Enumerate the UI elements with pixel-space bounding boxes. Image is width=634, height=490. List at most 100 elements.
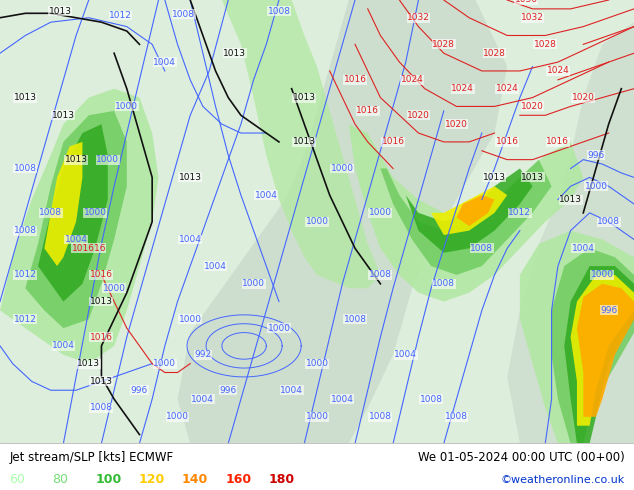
Text: 1004: 1004 xyxy=(280,386,303,395)
Text: 1016: 1016 xyxy=(356,106,379,115)
Text: 1004: 1004 xyxy=(255,191,278,199)
Text: 1004: 1004 xyxy=(572,244,595,253)
Text: 1024: 1024 xyxy=(496,84,519,93)
Text: 1013: 1013 xyxy=(52,111,75,120)
Text: 1008: 1008 xyxy=(432,279,455,288)
Text: 1020: 1020 xyxy=(521,102,544,111)
Text: 160: 160 xyxy=(225,473,251,486)
Text: 1024: 1024 xyxy=(401,75,424,84)
Text: 120: 120 xyxy=(139,473,165,486)
Text: 1024: 1024 xyxy=(547,67,569,75)
Polygon shape xyxy=(38,124,108,301)
Text: ©weatheronline.co.uk: ©weatheronline.co.uk xyxy=(500,475,624,485)
Text: 1013: 1013 xyxy=(483,173,506,182)
Text: 996: 996 xyxy=(587,151,605,160)
Text: 80: 80 xyxy=(53,473,68,486)
Text: 1008: 1008 xyxy=(445,413,468,421)
Text: 1013: 1013 xyxy=(293,137,316,147)
Polygon shape xyxy=(571,275,634,426)
Text: We 01-05-2024 00:00 UTC (00+00): We 01-05-2024 00:00 UTC (00+00) xyxy=(418,451,624,464)
Text: 1016: 1016 xyxy=(90,270,113,279)
Text: 1028: 1028 xyxy=(534,40,557,49)
Text: 1020: 1020 xyxy=(572,93,595,102)
Text: 1020: 1020 xyxy=(445,120,468,129)
Text: 1013: 1013 xyxy=(90,297,113,306)
Text: 1004: 1004 xyxy=(204,262,227,270)
Polygon shape xyxy=(577,284,634,417)
Text: 1000: 1000 xyxy=(103,284,126,293)
Text: 1016: 1016 xyxy=(547,137,569,147)
Text: 60: 60 xyxy=(10,473,25,486)
Polygon shape xyxy=(431,186,507,235)
Text: 1013: 1013 xyxy=(77,359,100,368)
Text: 1000: 1000 xyxy=(306,359,328,368)
Text: 100: 100 xyxy=(96,473,122,486)
Text: 1008: 1008 xyxy=(14,164,37,173)
Text: 1028: 1028 xyxy=(483,49,506,58)
Text: 1008: 1008 xyxy=(597,217,620,226)
Polygon shape xyxy=(222,0,380,288)
Text: 1013: 1013 xyxy=(179,173,202,182)
Text: 1004: 1004 xyxy=(191,394,214,404)
Text: 1004: 1004 xyxy=(394,350,417,359)
Text: 1000: 1000 xyxy=(369,208,392,218)
Text: 1008: 1008 xyxy=(39,208,62,218)
Text: 1024: 1024 xyxy=(451,84,474,93)
Text: 1016: 1016 xyxy=(496,137,519,147)
Text: 1013: 1013 xyxy=(65,155,87,164)
Text: 180: 180 xyxy=(268,473,294,486)
Text: 1000: 1000 xyxy=(84,208,107,218)
Polygon shape xyxy=(44,142,82,266)
Text: 1008: 1008 xyxy=(369,413,392,421)
Text: 1008: 1008 xyxy=(420,394,443,404)
Polygon shape xyxy=(520,231,634,443)
Text: 1032: 1032 xyxy=(407,13,430,22)
Text: 1028: 1028 xyxy=(432,40,455,49)
Text: 1008: 1008 xyxy=(470,244,493,253)
Text: 1012: 1012 xyxy=(109,11,132,20)
Polygon shape xyxy=(406,169,533,253)
Text: 1008: 1008 xyxy=(344,315,366,324)
Text: 1000: 1000 xyxy=(179,315,202,324)
Polygon shape xyxy=(380,160,552,275)
Polygon shape xyxy=(178,0,507,443)
Text: 1013: 1013 xyxy=(14,93,37,102)
Text: 1000: 1000 xyxy=(115,102,138,111)
Text: 1000: 1000 xyxy=(153,359,176,368)
Text: 1012: 1012 xyxy=(14,270,37,279)
Polygon shape xyxy=(349,124,583,301)
Text: 1004: 1004 xyxy=(179,235,202,244)
Text: Jet stream/SLP [kts] ECMWF: Jet stream/SLP [kts] ECMWF xyxy=(10,451,174,464)
Text: 1008: 1008 xyxy=(172,10,195,19)
Text: 1000: 1000 xyxy=(331,164,354,173)
Text: 1012: 1012 xyxy=(508,208,531,218)
Text: 1016: 1016 xyxy=(344,75,366,84)
Text: 1013: 1013 xyxy=(49,6,72,16)
Text: 1000: 1000 xyxy=(166,413,189,421)
Text: 1013: 1013 xyxy=(559,195,582,204)
Text: 1012: 1012 xyxy=(14,315,37,324)
Text: 1000: 1000 xyxy=(591,270,614,279)
Text: 1000: 1000 xyxy=(268,324,290,333)
Text: 1016: 1016 xyxy=(90,333,113,342)
Text: 996: 996 xyxy=(219,386,237,395)
Polygon shape xyxy=(507,22,634,443)
Text: 1000: 1000 xyxy=(585,182,607,191)
Text: 1008: 1008 xyxy=(14,226,37,235)
Text: 1016: 1016 xyxy=(382,137,404,147)
Text: 1013: 1013 xyxy=(223,49,246,58)
Text: 1013: 1013 xyxy=(521,173,544,182)
Text: 1013: 1013 xyxy=(293,93,316,102)
Text: 1000: 1000 xyxy=(96,155,119,164)
Text: 1004: 1004 xyxy=(331,394,354,404)
Text: 992: 992 xyxy=(194,350,212,359)
Text: 1008: 1008 xyxy=(268,6,290,16)
Polygon shape xyxy=(552,248,634,443)
Text: 101616: 101616 xyxy=(72,244,106,253)
Text: 1036: 1036 xyxy=(515,0,538,4)
Text: 1000: 1000 xyxy=(306,217,328,226)
Text: 1000: 1000 xyxy=(242,279,265,288)
Text: 1013: 1013 xyxy=(90,377,113,386)
Text: 1004: 1004 xyxy=(52,342,75,350)
Polygon shape xyxy=(456,195,495,226)
